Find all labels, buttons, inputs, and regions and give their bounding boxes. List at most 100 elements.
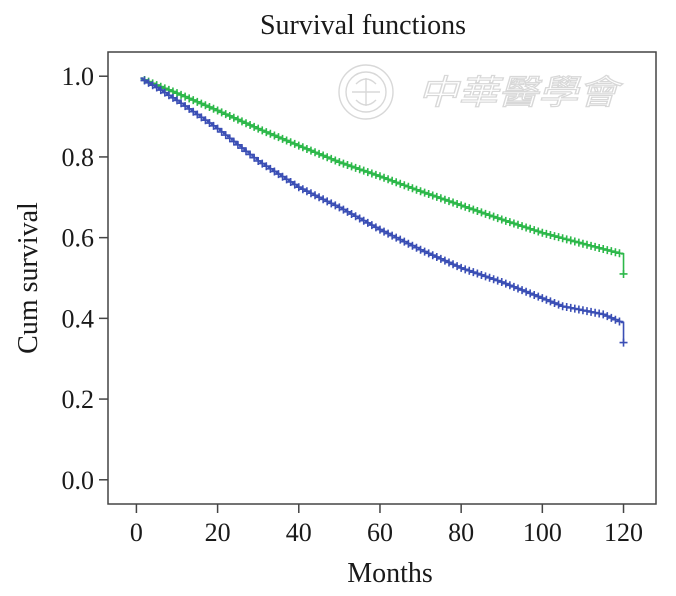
censor-mark [246, 150, 255, 159]
censor-mark [217, 108, 226, 117]
censor-mark [420, 247, 429, 256]
censor-mark [213, 106, 222, 115]
censor-mark [611, 248, 620, 257]
y-tick-label: 0.6 [62, 224, 95, 253]
y-tick-label: 0.0 [62, 466, 95, 495]
censor-mark [258, 159, 267, 168]
censor-mark [404, 182, 413, 191]
censor-mark [469, 205, 478, 214]
censor-mark [489, 275, 498, 284]
censor-mark [233, 140, 242, 149]
censor-mark [367, 169, 376, 178]
censor-mark [509, 219, 518, 228]
censor-mark [177, 90, 186, 99]
censor-mark [424, 190, 433, 199]
censor-mark [538, 228, 547, 237]
censor-mark [400, 237, 409, 246]
censor-mark [428, 191, 437, 200]
censor-mark [237, 144, 246, 153]
censor-mark [274, 133, 283, 142]
censor-mark [298, 143, 307, 152]
censor-mark [311, 191, 320, 200]
censor-mark [615, 317, 624, 326]
censor-mark [242, 147, 251, 156]
censor-mark [278, 134, 287, 143]
censor-mark [367, 221, 376, 230]
censor-mark [607, 313, 616, 322]
censor-mark [306, 146, 315, 155]
censor-mark [473, 207, 482, 216]
survival-series-1 [140, 75, 628, 278]
censor-mark [558, 302, 567, 311]
censor-mark [315, 149, 324, 158]
censor-mark [603, 246, 612, 255]
censor-mark [181, 102, 190, 111]
censor-mark [453, 199, 462, 208]
censor-mark [449, 198, 458, 207]
censor-mark [489, 212, 498, 221]
censor-mark [331, 201, 340, 210]
censor-mark [444, 258, 453, 267]
censor-mark [388, 231, 397, 240]
censor-mark [485, 211, 494, 220]
censor-mark [185, 104, 194, 113]
censor-mark [615, 249, 624, 258]
censor-mark [213, 124, 222, 133]
censor-mark [412, 243, 421, 252]
x-tick-label: 60 [367, 518, 393, 547]
censor-mark [497, 215, 506, 224]
censor-mark [530, 226, 539, 235]
y-tick-label: 0.4 [62, 304, 95, 333]
chart-title: Survival functions [260, 10, 466, 41]
censor-mark [550, 232, 559, 241]
censor-mark [497, 278, 506, 287]
watermark: 中華醫學會 [338, 64, 624, 120]
censor-mark [270, 167, 279, 176]
censor-mark [266, 164, 275, 173]
censor-mark [335, 158, 344, 167]
y-tick-label: 1.0 [62, 62, 95, 91]
censor-mark [582, 307, 591, 316]
censor-mark [522, 287, 531, 296]
censor-mark [457, 263, 466, 272]
censor-mark [570, 304, 579, 313]
censor-mark [530, 290, 539, 299]
censor-mark [578, 239, 587, 248]
censor-mark [587, 307, 596, 316]
censor-mark [546, 230, 555, 239]
censor-mark [534, 292, 543, 301]
series-layer [140, 75, 628, 347]
censor-mark [461, 202, 470, 211]
censor-mark [282, 175, 291, 184]
censor-mark [371, 170, 380, 179]
censor-mark [262, 162, 271, 171]
censor-mark [201, 101, 210, 110]
censor-mark [185, 94, 194, 103]
censor-mark [148, 81, 157, 90]
censor-mark [603, 312, 612, 321]
censor-mark [229, 113, 238, 122]
censor-mark [140, 76, 149, 85]
censor-mark [274, 170, 283, 179]
censor-mark [351, 212, 360, 221]
censor-mark [461, 265, 470, 274]
censor-mark [262, 128, 271, 137]
censor-mark [566, 236, 575, 245]
censor-mark [173, 96, 182, 105]
censor-mark [193, 110, 202, 119]
censor-mark [591, 308, 600, 317]
censor-mark [164, 91, 173, 100]
censor-mark [355, 165, 364, 174]
censor-mark [501, 279, 510, 288]
censor-mark [380, 173, 389, 182]
censor-mark [595, 243, 604, 252]
censor-mark [591, 242, 600, 251]
censor-mark [432, 192, 441, 201]
censor-mark [250, 122, 259, 131]
censor-mark [428, 251, 437, 260]
x-tick-label: 80 [448, 518, 474, 547]
censor-mark [477, 208, 486, 217]
censor-mark [254, 156, 263, 165]
axes: 0 20 40 60 80 100 120 0.0 0.2 0.4 0.6 0.8 1.0 [62, 62, 644, 547]
censor-mark [246, 121, 255, 130]
